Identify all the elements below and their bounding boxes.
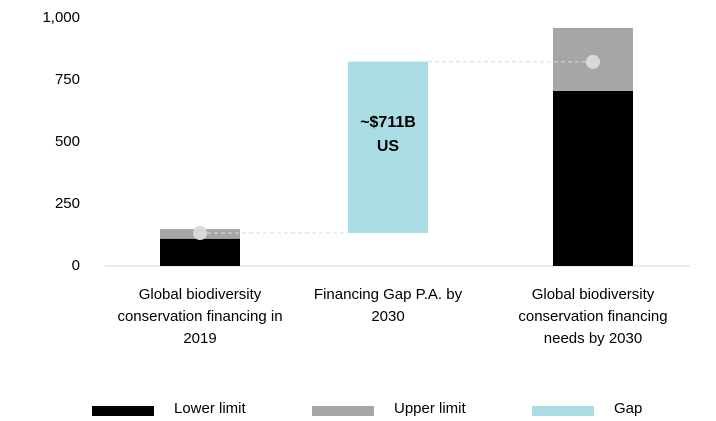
x-tick-label: Global biodiversity conservation financi… bbox=[117, 286, 283, 347]
x-tick-label: Financing Gap P.A. by 2030 bbox=[313, 286, 463, 325]
bar-segment bbox=[160, 238, 240, 266]
x-tick-label: Global biodiversity conservation financi… bbox=[518, 286, 668, 347]
bar-segment bbox=[553, 90, 633, 266]
marker bbox=[193, 226, 207, 241]
bar-segment bbox=[348, 61, 428, 234]
legend-swatch bbox=[92, 406, 154, 416]
y-tick-label: 0 bbox=[72, 257, 80, 274]
y-tick-label: 750 bbox=[55, 71, 80, 88]
legend-swatch bbox=[532, 406, 594, 416]
legend-swatch bbox=[312, 406, 374, 416]
y-tick-label: 250 bbox=[55, 195, 80, 212]
legend-label: Lower limit bbox=[174, 400, 247, 417]
y-tick-label: 1,000 bbox=[42, 9, 80, 26]
y-tick-label: 500 bbox=[55, 133, 80, 150]
legend-label: Gap bbox=[614, 400, 642, 417]
marker bbox=[586, 54, 600, 69]
annotation: ~$711B US bbox=[360, 114, 416, 156]
legend-label: Upper limit bbox=[394, 400, 467, 417]
